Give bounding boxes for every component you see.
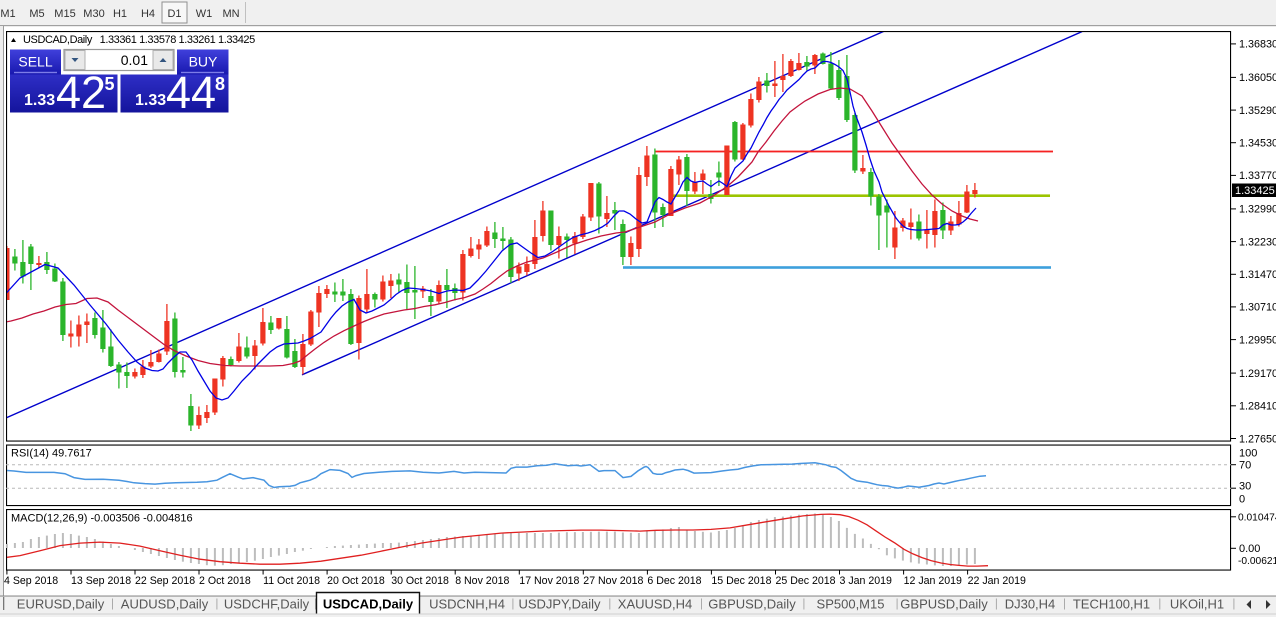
svg-text:M1: M1: [0, 8, 15, 20]
svg-text:1.33425: 1.33425: [1235, 185, 1275, 197]
svg-text:-0.006218: -0.006218: [1238, 556, 1276, 567]
svg-text:3 Jan 2019: 3 Jan 2019: [840, 575, 893, 587]
svg-text:USDCNH,H4: USDCNH,H4: [429, 597, 505, 612]
svg-text:USDJPY,Daily: USDJPY,Daily: [518, 597, 601, 612]
svg-text:2 Oct 2018: 2 Oct 2018: [199, 575, 251, 587]
svg-text:22 Jan 2019: 22 Jan 2019: [968, 575, 1026, 587]
svg-text:RSI(14) 49.7617: RSI(14) 49.7617: [11, 448, 92, 460]
svg-text:W1: W1: [196, 8, 213, 20]
svg-text:8 Nov 2018: 8 Nov 2018: [455, 575, 509, 587]
svg-text:22 Sep 2018: 22 Sep 2018: [135, 575, 195, 587]
svg-text:0.010474: 0.010474: [1238, 513, 1276, 524]
svg-text:1.32990: 1.32990: [1239, 204, 1276, 216]
svg-text:4 Sep 2018: 4 Sep 2018: [4, 575, 58, 587]
svg-text:USDCHF,Daily: USDCHF,Daily: [224, 597, 310, 612]
svg-text:42: 42: [56, 67, 106, 118]
svg-text:1.27650: 1.27650: [1239, 433, 1276, 445]
svg-text:30: 30: [1239, 481, 1251, 493]
svg-text:DJ30,H4: DJ30,H4: [1005, 597, 1056, 612]
svg-text:GBPUSD,Daily: GBPUSD,Daily: [900, 597, 988, 612]
svg-text:1.30710: 1.30710: [1239, 302, 1276, 314]
svg-text:70: 70: [1239, 460, 1251, 472]
svg-text:1.31470: 1.31470: [1239, 269, 1276, 281]
svg-text:1.32230: 1.32230: [1239, 236, 1276, 248]
svg-text:15 Dec 2018: 15 Dec 2018: [711, 575, 771, 587]
svg-text:6 Dec 2018: 6 Dec 2018: [647, 575, 701, 587]
svg-text:H4: H4: [141, 8, 155, 20]
svg-text:TECH100,H1: TECH100,H1: [1073, 597, 1150, 612]
svg-text:D1: D1: [167, 8, 181, 20]
svg-text:17 Nov 2018: 17 Nov 2018: [519, 575, 579, 587]
svg-text:27 Nov 2018: 27 Nov 2018: [583, 575, 643, 587]
svg-text:XAUUSD,H4: XAUUSD,H4: [618, 597, 692, 612]
svg-text:1.36830: 1.36830: [1239, 39, 1276, 51]
svg-text:M5: M5: [29, 8, 44, 20]
svg-text:USDCAD,Daily 1.33361 1.33578: USDCAD,Daily 1.33361 1.33578 1.33261 1.3…: [23, 34, 255, 46]
svg-text:GBPUSD,Daily: GBPUSD,Daily: [708, 597, 796, 612]
svg-text:UKOil,H1: UKOil,H1: [1170, 597, 1224, 612]
svg-text:1.35290: 1.35290: [1239, 105, 1276, 117]
svg-text:1.33: 1.33: [24, 92, 55, 109]
svg-text:13 Sep 2018: 13 Sep 2018: [71, 575, 131, 587]
svg-text:1.28410: 1.28410: [1239, 401, 1276, 413]
svg-text:M30: M30: [83, 8, 104, 20]
svg-text:1.33: 1.33: [135, 92, 166, 109]
svg-text:1.36050: 1.36050: [1239, 72, 1276, 84]
svg-text:M15: M15: [54, 8, 75, 20]
svg-text:30 Oct 2018: 30 Oct 2018: [391, 575, 449, 587]
svg-text:5: 5: [105, 74, 115, 94]
svg-text:12 Jan 2019: 12 Jan 2019: [904, 575, 962, 587]
svg-text:1.29170: 1.29170: [1239, 368, 1276, 380]
svg-text:1.33770: 1.33770: [1239, 170, 1276, 182]
svg-text:44: 44: [166, 67, 216, 118]
svg-text:MACD(12,26,9) -0.003506 -0.004: MACD(12,26,9) -0.003506 -0.004816: [11, 513, 193, 525]
svg-text:8: 8: [215, 74, 225, 94]
svg-text:AUDUSD,Daily: AUDUSD,Daily: [121, 597, 209, 612]
svg-text:1.29950: 1.29950: [1239, 334, 1276, 346]
svg-text:0.00: 0.00: [1239, 543, 1260, 555]
svg-text:BUY: BUY: [189, 54, 218, 70]
svg-text:SELL: SELL: [18, 54, 52, 70]
svg-text:0: 0: [1239, 494, 1245, 506]
svg-text:EURUSD,Daily: EURUSD,Daily: [17, 597, 105, 612]
svg-text:11 Oct 2018: 11 Oct 2018: [263, 575, 320, 587]
svg-text:20 Oct 2018: 20 Oct 2018: [327, 575, 385, 587]
svg-text:USDCAD,Daily: USDCAD,Daily: [323, 597, 414, 612]
svg-text:25 Dec 2018: 25 Dec 2018: [776, 575, 836, 587]
svg-text:MN: MN: [222, 8, 239, 20]
svg-text:H1: H1: [113, 8, 127, 20]
svg-text:0.01: 0.01: [121, 52, 148, 68]
svg-text:SP500,M15: SP500,M15: [817, 597, 885, 612]
svg-text:1.34530: 1.34530: [1239, 138, 1276, 150]
svg-text:100: 100: [1239, 447, 1257, 459]
